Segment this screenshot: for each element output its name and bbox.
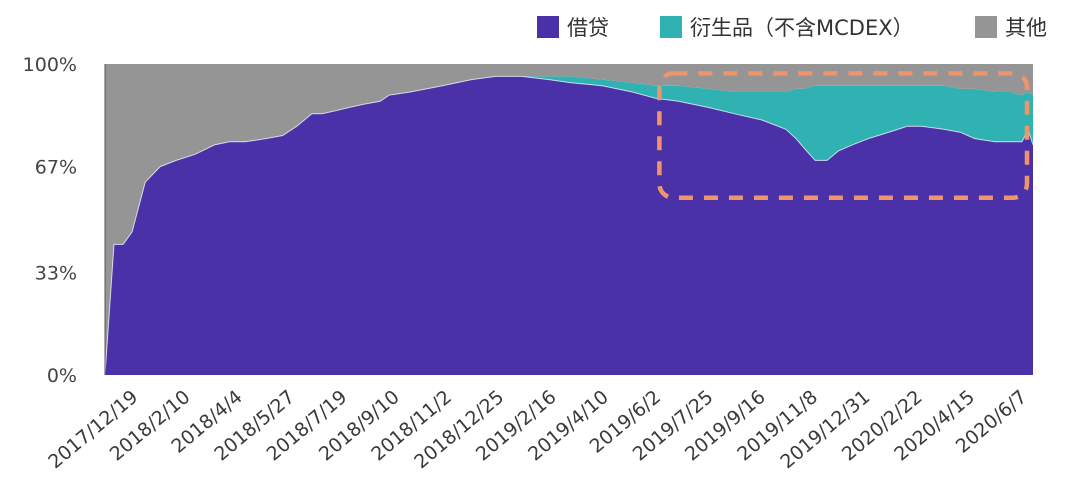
legend-label: 借贷 xyxy=(567,16,609,40)
legend-swatch xyxy=(660,16,682,38)
highlight-layer xyxy=(657,71,1030,200)
y-tick-label: 100% xyxy=(23,54,77,76)
legend-swatch xyxy=(537,16,559,38)
legend-label: 其他 xyxy=(1005,16,1047,40)
series-area-1 xyxy=(105,76,1033,376)
x-axis: 2017/12/192018/2/102018/4/42018/5/272018… xyxy=(44,386,1031,473)
series-area-0 xyxy=(105,76,1033,376)
areas-layer xyxy=(104,64,1034,376)
y-tick-label: 33% xyxy=(35,262,77,284)
y-tick-label: 67% xyxy=(35,157,77,179)
legend: 借贷 衍生品（不含MCDEX） 其他 xyxy=(537,16,1047,40)
y-tick-label: 0% xyxy=(47,365,77,387)
series-area-2 xyxy=(105,64,1033,375)
legend-swatch xyxy=(975,16,997,38)
highlight-box xyxy=(657,71,1030,200)
series-0-edge-line xyxy=(104,75,1034,376)
y-axis: 0% 33% 67% 100% xyxy=(23,54,106,387)
legend-label: 衍生品（不含MCDEX） xyxy=(690,16,914,40)
